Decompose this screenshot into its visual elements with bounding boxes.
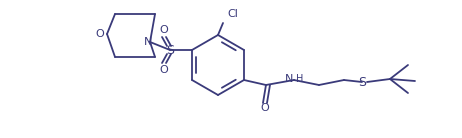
Text: N: N [144,37,152,47]
Text: O: O [261,103,269,113]
Text: H: H [296,74,304,84]
Text: Cl: Cl [227,9,238,19]
Text: S: S [358,75,366,88]
Text: O: O [160,25,168,35]
Text: S: S [166,43,174,56]
Text: N: N [285,74,293,84]
Text: O: O [160,65,168,75]
Text: O: O [96,29,104,39]
